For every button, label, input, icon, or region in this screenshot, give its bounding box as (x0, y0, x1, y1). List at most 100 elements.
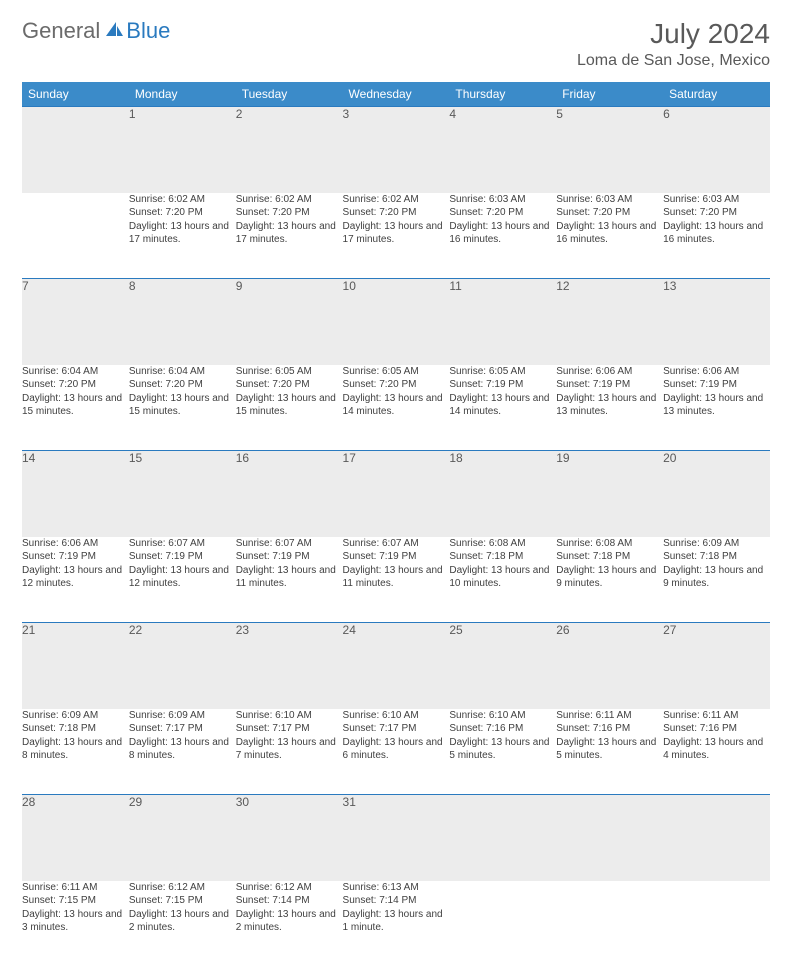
day-number-row: 21222324252627 (22, 623, 770, 709)
day-number-row: 123456 (22, 107, 770, 193)
sunrise-text: Sunrise: 6:05 AM (449, 365, 556, 379)
day-number-cell (556, 795, 663, 881)
day-content-cell: Sunrise: 6:10 AMSunset: 7:16 PMDaylight:… (449, 709, 556, 795)
day-number-row: 28293031 (22, 795, 770, 881)
sunset-text: Sunset: 7:19 PM (556, 378, 663, 392)
sunset-text: Sunset: 7:15 PM (22, 894, 129, 908)
sunset-text: Sunset: 7:20 PM (129, 206, 236, 220)
day-header: Thursday (449, 82, 556, 107)
day-content-cell: Sunrise: 6:02 AMSunset: 7:20 PMDaylight:… (129, 193, 236, 279)
day-content-cell: Sunrise: 6:05 AMSunset: 7:20 PMDaylight:… (343, 365, 450, 451)
day-number-cell: 16 (236, 451, 343, 537)
day-number-cell: 24 (343, 623, 450, 709)
day-number-cell: 18 (449, 451, 556, 537)
sunset-text: Sunset: 7:18 PM (556, 550, 663, 564)
brand-sail-icon (104, 20, 124, 43)
day-content-cell (663, 881, 770, 967)
sunrise-text: Sunrise: 6:05 AM (343, 365, 450, 379)
sunrise-text: Sunrise: 6:10 AM (449, 709, 556, 723)
day-header: Friday (556, 82, 663, 107)
sunrise-text: Sunrise: 6:07 AM (236, 537, 343, 551)
sunset-text: Sunset: 7:20 PM (236, 378, 343, 392)
day-number-cell: 11 (449, 279, 556, 365)
day-content-cell: Sunrise: 6:13 AMSunset: 7:14 PMDaylight:… (343, 881, 450, 967)
day-number-cell: 17 (343, 451, 450, 537)
day-number-cell: 20 (663, 451, 770, 537)
day-number-cell: 31 (343, 795, 450, 881)
day-content-cell: Sunrise: 6:02 AMSunset: 7:20 PMDaylight:… (343, 193, 450, 279)
day-number-cell: 21 (22, 623, 129, 709)
sunset-text: Sunset: 7:20 PM (449, 206, 556, 220)
daylight-text: Daylight: 13 hours and 11 minutes. (343, 564, 450, 591)
day-number-cell: 23 (236, 623, 343, 709)
day-content-cell: Sunrise: 6:04 AMSunset: 7:20 PMDaylight:… (22, 365, 129, 451)
day-number-cell: 14 (22, 451, 129, 537)
daylight-text: Daylight: 13 hours and 8 minutes. (129, 736, 236, 763)
day-content-row: Sunrise: 6:11 AMSunset: 7:15 PMDaylight:… (22, 881, 770, 967)
sunrise-text: Sunrise: 6:12 AM (129, 881, 236, 895)
day-number-cell (663, 795, 770, 881)
daylight-text: Daylight: 13 hours and 4 minutes. (663, 736, 770, 763)
day-number-cell: 1 (129, 107, 236, 193)
brand-logo: General Blue (22, 18, 170, 44)
brand-part2: Blue (126, 18, 170, 44)
sunrise-text: Sunrise: 6:11 AM (556, 709, 663, 723)
day-number-cell (22, 107, 129, 193)
daylight-text: Daylight: 13 hours and 5 minutes. (449, 736, 556, 763)
day-content-cell: Sunrise: 6:04 AMSunset: 7:20 PMDaylight:… (129, 365, 236, 451)
day-content-cell: Sunrise: 6:09 AMSunset: 7:18 PMDaylight:… (22, 709, 129, 795)
sunset-text: Sunset: 7:19 PM (22, 550, 129, 564)
daylight-text: Daylight: 13 hours and 17 minutes. (129, 220, 236, 247)
day-content-cell: Sunrise: 6:07 AMSunset: 7:19 PMDaylight:… (129, 537, 236, 623)
day-number-cell: 25 (449, 623, 556, 709)
day-content-row: Sunrise: 6:09 AMSunset: 7:18 PMDaylight:… (22, 709, 770, 795)
sunset-text: Sunset: 7:18 PM (449, 550, 556, 564)
daylight-text: Daylight: 13 hours and 9 minutes. (556, 564, 663, 591)
daylight-text: Daylight: 13 hours and 5 minutes. (556, 736, 663, 763)
sunrise-text: Sunrise: 6:06 AM (663, 365, 770, 379)
page-header: General Blue July 2024 Loma de San Jose,… (22, 18, 770, 70)
daylight-text: Daylight: 13 hours and 2 minutes. (129, 908, 236, 935)
sunset-text: Sunset: 7:20 PM (343, 206, 450, 220)
day-number-cell: 7 (22, 279, 129, 365)
daylight-text: Daylight: 13 hours and 16 minutes. (556, 220, 663, 247)
day-number-cell: 28 (22, 795, 129, 881)
sunset-text: Sunset: 7:19 PM (343, 550, 450, 564)
sunrise-text: Sunrise: 6:13 AM (343, 881, 450, 895)
sunset-text: Sunset: 7:19 PM (236, 550, 343, 564)
daylight-text: Daylight: 13 hours and 16 minutes. (663, 220, 770, 247)
sunrise-text: Sunrise: 6:05 AM (236, 365, 343, 379)
calendar-table: Sunday Monday Tuesday Wednesday Thursday… (22, 82, 770, 967)
day-header: Saturday (663, 82, 770, 107)
day-number-cell: 19 (556, 451, 663, 537)
daylight-text: Daylight: 13 hours and 8 minutes. (22, 736, 129, 763)
sunrise-text: Sunrise: 6:06 AM (556, 365, 663, 379)
sunset-text: Sunset: 7:20 PM (129, 378, 236, 392)
location-label: Loma de San Jose, Mexico (577, 52, 770, 70)
day-content-cell: Sunrise: 6:12 AMSunset: 7:15 PMDaylight:… (129, 881, 236, 967)
day-content-cell: Sunrise: 6:05 AMSunset: 7:19 PMDaylight:… (449, 365, 556, 451)
sunset-text: Sunset: 7:16 PM (663, 722, 770, 736)
sunrise-text: Sunrise: 6:07 AM (129, 537, 236, 551)
day-content-cell: Sunrise: 6:11 AMSunset: 7:15 PMDaylight:… (22, 881, 129, 967)
sunrise-text: Sunrise: 6:10 AM (236, 709, 343, 723)
sunset-text: Sunset: 7:20 PM (343, 378, 450, 392)
day-content-cell: Sunrise: 6:10 AMSunset: 7:17 PMDaylight:… (343, 709, 450, 795)
day-content-cell: Sunrise: 6:07 AMSunset: 7:19 PMDaylight:… (343, 537, 450, 623)
day-content-cell: Sunrise: 6:11 AMSunset: 7:16 PMDaylight:… (663, 709, 770, 795)
sunset-text: Sunset: 7:17 PM (236, 722, 343, 736)
sunset-text: Sunset: 7:18 PM (22, 722, 129, 736)
day-content-cell: Sunrise: 6:08 AMSunset: 7:18 PMDaylight:… (449, 537, 556, 623)
day-content-cell: Sunrise: 6:10 AMSunset: 7:17 PMDaylight:… (236, 709, 343, 795)
day-number-row: 78910111213 (22, 279, 770, 365)
sunset-text: Sunset: 7:16 PM (449, 722, 556, 736)
daylight-text: Daylight: 13 hours and 17 minutes. (343, 220, 450, 247)
sunrise-text: Sunrise: 6:11 AM (22, 881, 129, 895)
day-number-cell: 13 (663, 279, 770, 365)
day-content-cell (556, 881, 663, 967)
sunrise-text: Sunrise: 6:08 AM (449, 537, 556, 551)
sunrise-text: Sunrise: 6:11 AM (663, 709, 770, 723)
day-number-cell: 29 (129, 795, 236, 881)
sunrise-text: Sunrise: 6:03 AM (663, 193, 770, 207)
day-content-row: Sunrise: 6:04 AMSunset: 7:20 PMDaylight:… (22, 365, 770, 451)
